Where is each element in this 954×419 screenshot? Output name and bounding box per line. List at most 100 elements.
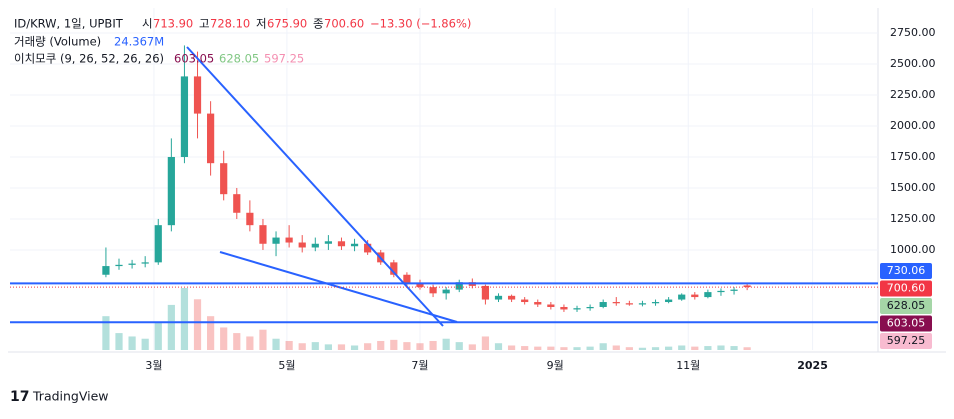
volume-bar <box>481 336 490 350</box>
price-label: 603.05 <box>887 317 926 330</box>
x-tick-label: 2025 <box>797 359 828 372</box>
candle-body <box>220 163 228 195</box>
volume-bar <box>612 345 620 350</box>
x-tick-label: 9월 <box>547 359 564 372</box>
candle-body <box>455 282 463 290</box>
open-label: 시 <box>142 17 153 31</box>
candle-body <box>154 225 162 263</box>
low-label: 저 <box>256 17 267 31</box>
x-tick-label: 3월 <box>145 359 162 372</box>
candle-body <box>416 283 424 288</box>
candle-body <box>730 289 738 291</box>
ichimoku-value: 597.25 <box>264 52 304 66</box>
candle-body <box>586 306 594 309</box>
candle-body <box>599 302 607 307</box>
volume-bar <box>638 347 647 350</box>
candle-body <box>494 295 503 300</box>
candle-body <box>612 302 620 304</box>
volume-bar <box>534 346 542 350</box>
symbol: ID/KRW, 1일, UPBIT <box>14 17 124 31</box>
volume-value: 24.367M <box>114 35 164 49</box>
volume-bar <box>128 336 136 350</box>
candle-body <box>691 294 699 298</box>
volume-bar <box>560 347 568 350</box>
volume-bar <box>102 316 110 350</box>
x-tick-label: 7월 <box>411 359 428 372</box>
volume-bar <box>416 343 424 350</box>
volume-bar <box>180 288 189 350</box>
volume-bar <box>678 345 686 350</box>
y-tick-label: 2000.00 <box>890 119 936 132</box>
volume-bar <box>455 342 463 350</box>
volume-bar <box>625 347 633 350</box>
volume-bar <box>717 345 725 350</box>
volume-bar <box>115 333 123 350</box>
volume-bar <box>298 343 306 350</box>
volume-bar <box>154 321 162 350</box>
candle-body <box>115 264 123 267</box>
candle-body <box>521 299 529 303</box>
volume-bar <box>730 346 738 350</box>
volume-bar <box>337 344 346 350</box>
price-label-box <box>880 298 932 314</box>
y-tick-label: 2500.00 <box>890 57 936 70</box>
y-tick-label: 1000.00 <box>890 243 936 256</box>
candle-body <box>167 156 175 226</box>
volume-bar <box>494 343 503 350</box>
volume-bar <box>364 343 372 350</box>
y-tick-label: 1750.00 <box>890 150 936 163</box>
volume-bar <box>141 338 149 350</box>
candle-body <box>311 243 319 248</box>
volume-bar <box>390 339 398 350</box>
y-tick-label: 2250.00 <box>890 88 936 101</box>
volume-bar <box>207 316 215 350</box>
volume-bar <box>651 347 660 350</box>
y-tick-label: 1500.00 <box>890 181 936 194</box>
high-value: 728.10 <box>210 17 250 31</box>
trend-line[interactable] <box>219 251 458 323</box>
price-label-box <box>880 333 932 349</box>
candle-body <box>678 294 686 300</box>
candle-body <box>364 243 372 253</box>
price-label: 730.06 <box>887 264 926 277</box>
candle-body <box>390 262 398 275</box>
volume-name: 거래량 (Volume) <box>14 35 101 49</box>
y-tick-label: 2750.00 <box>890 26 936 39</box>
volume-bar <box>586 346 594 350</box>
candle-body <box>193 76 202 114</box>
candle-body <box>534 302 542 305</box>
volume-bar <box>377 340 385 350</box>
close-label: 종 <box>313 17 324 31</box>
brand-name: TradingView <box>32 389 109 404</box>
candle-body <box>207 113 215 164</box>
volume-bar <box>691 346 699 350</box>
volume-bar <box>704 346 712 350</box>
volume-bar <box>573 347 581 350</box>
volume-bar <box>442 338 450 350</box>
candle-body <box>573 308 581 310</box>
volume-bar <box>259 329 267 350</box>
volume-bar <box>193 299 202 350</box>
legend: ID/KRW, 1일, UPBIT 시 713.90 고 728.10 저 67… <box>14 17 471 66</box>
volume-bar <box>167 304 175 350</box>
volume-bar <box>350 345 359 350</box>
volume-bar <box>743 347 751 350</box>
price-label: 700.60 <box>887 282 926 295</box>
y-tick-label: 1250.00 <box>890 212 936 225</box>
candle-body <box>743 285 751 288</box>
brand-logo: 17 <box>10 389 29 405</box>
volume-bar <box>311 342 319 350</box>
volume-bar <box>507 345 516 350</box>
volume-bar <box>547 346 555 350</box>
candle-body <box>665 299 673 303</box>
candle-body <box>481 285 490 300</box>
trend-line[interactable] <box>186 46 444 327</box>
candle-body <box>350 243 359 247</box>
candle-body <box>233 194 241 213</box>
candle-body <box>717 290 725 293</box>
x-tick-label: 11월 <box>676 359 700 372</box>
volume-bar <box>468 344 476 350</box>
volume-bar <box>599 343 607 350</box>
candle-body <box>246 212 254 226</box>
